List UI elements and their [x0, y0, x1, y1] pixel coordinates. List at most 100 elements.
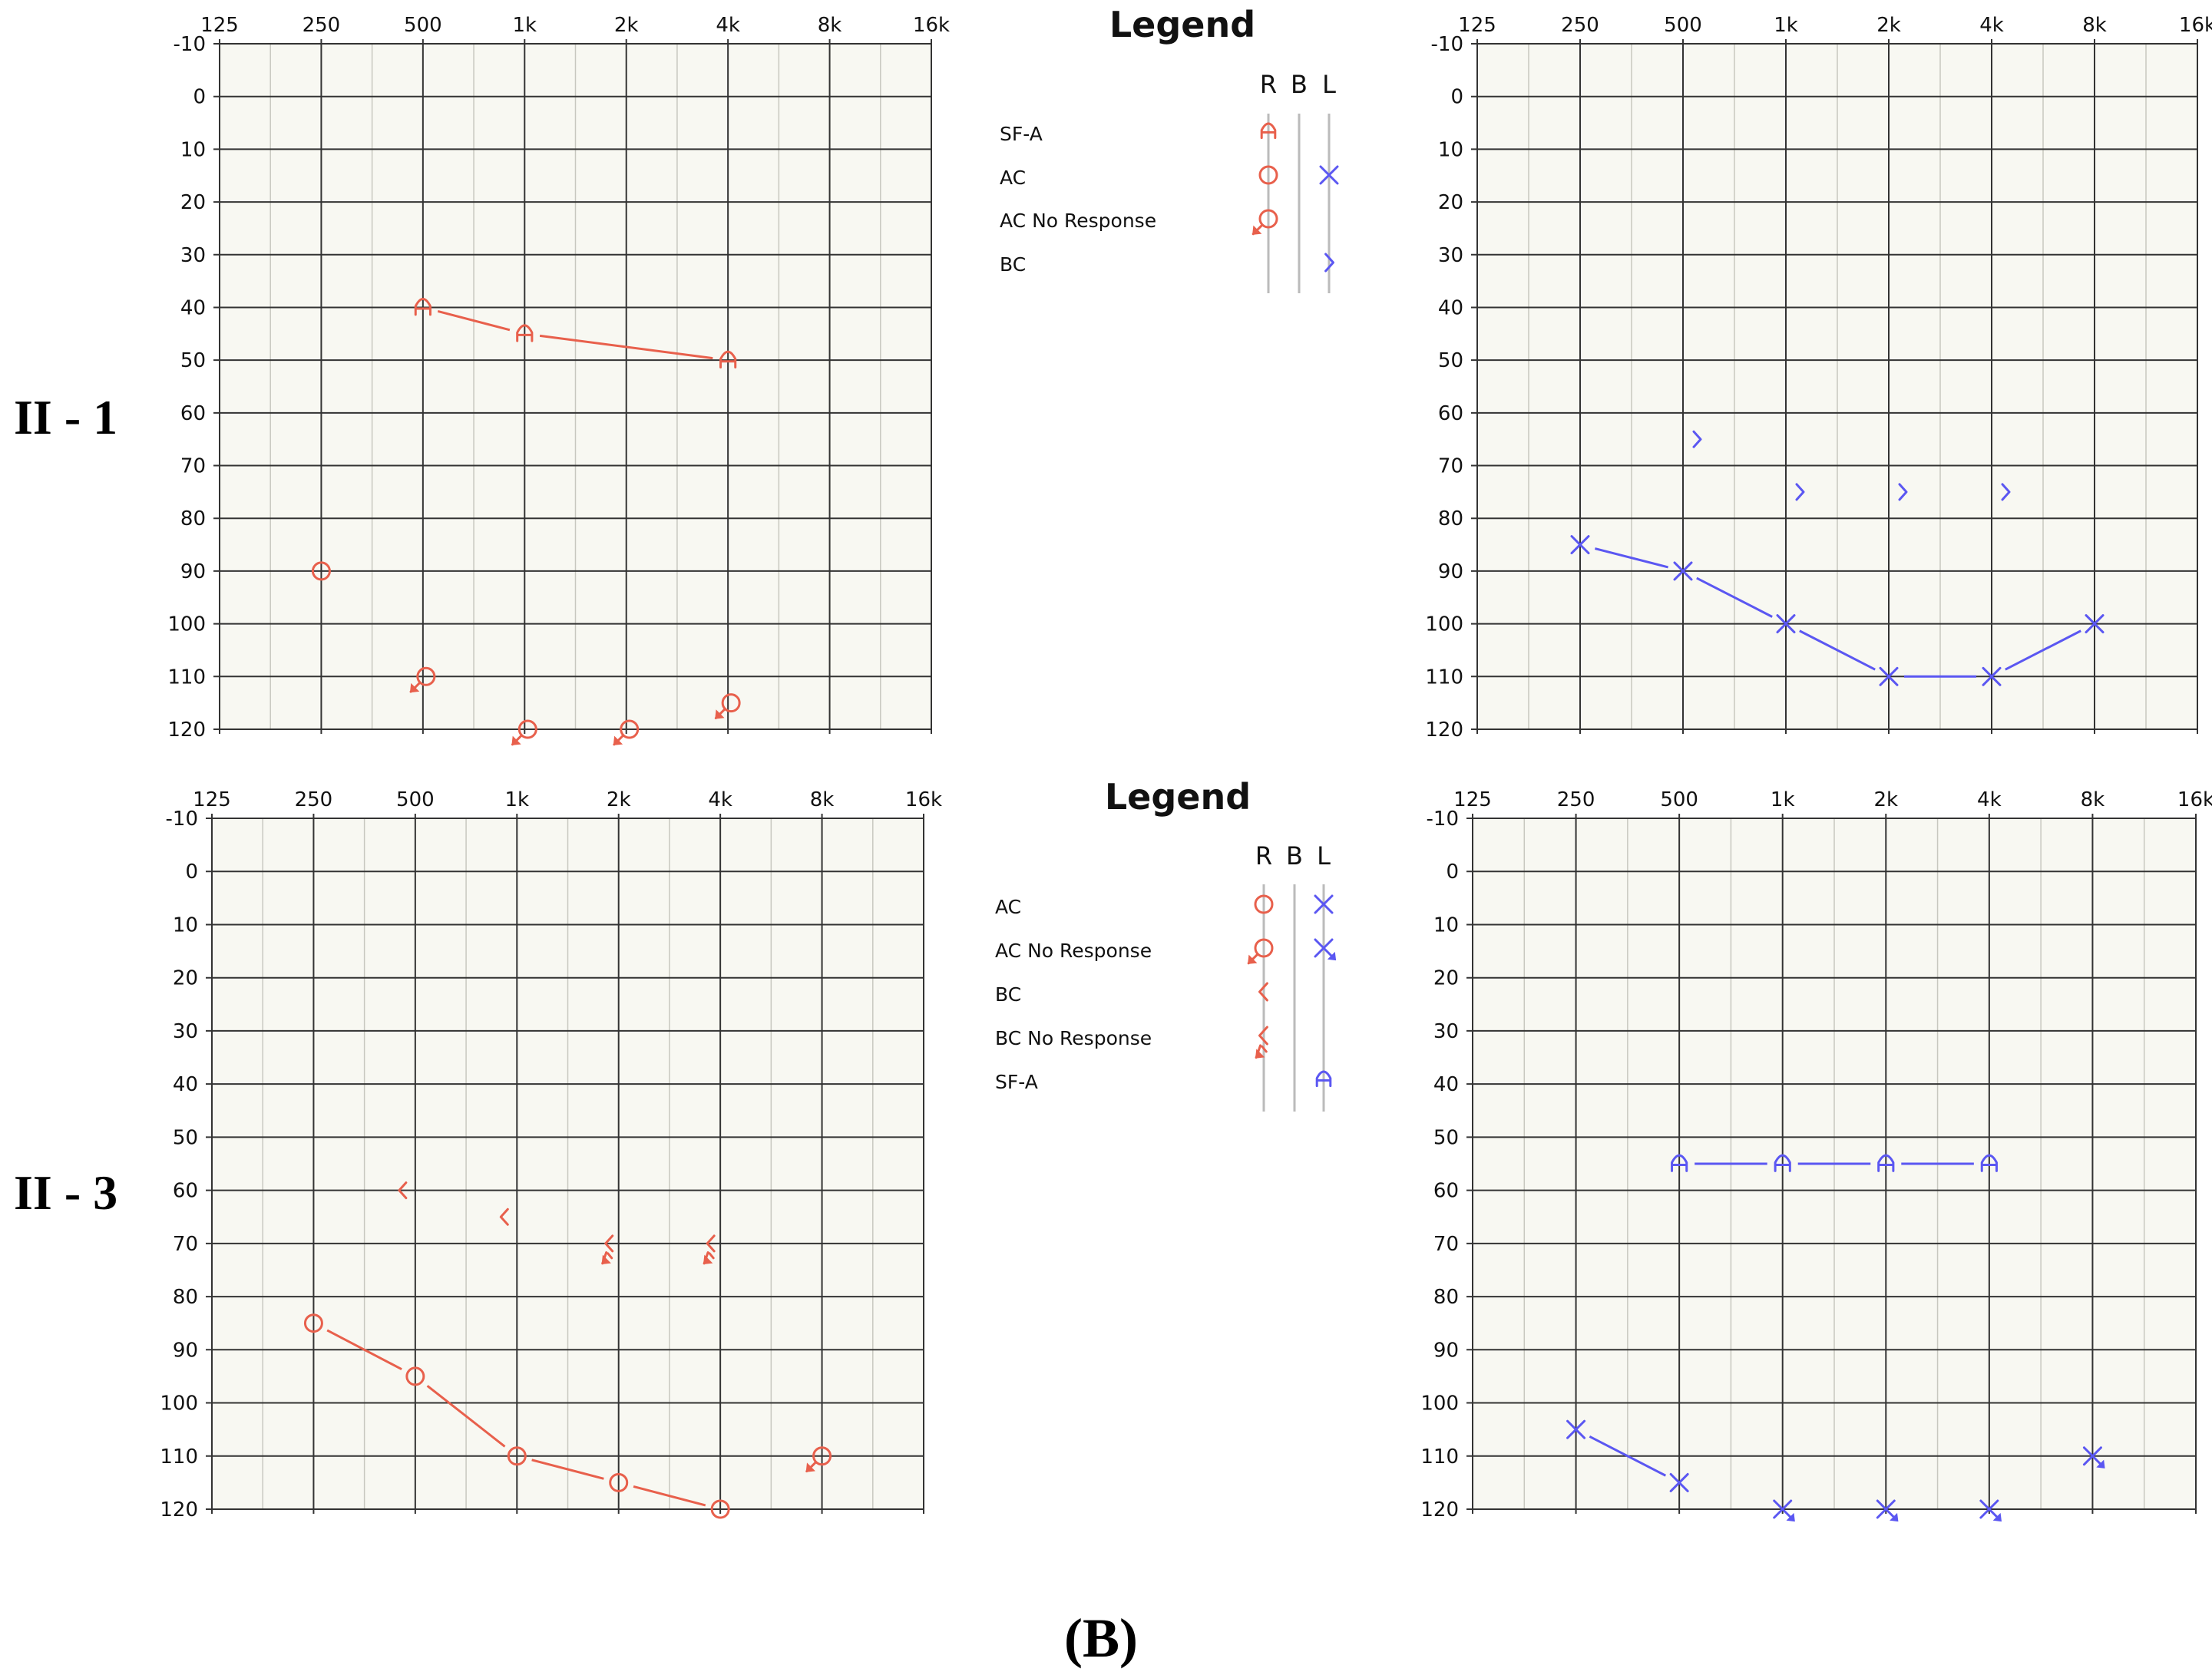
y-tick-label: 100 [1420, 1393, 1459, 1416]
data-point [1980, 1154, 1998, 1172]
x-tick-label: 250 [1557, 788, 1595, 811]
data-point [1979, 1499, 2002, 1522]
row-label-ii-3: II - 3 [14, 1165, 117, 1220]
series-ac-no-response [1773, 1446, 2105, 1522]
x-tick-label: 4k [716, 14, 740, 37]
y-tick-label: 70 [173, 1233, 198, 1256]
data-point [710, 1499, 730, 1519]
series-line-segment [633, 1485, 706, 1507]
y-tick-label: 40 [173, 1073, 198, 1096]
audiogram-ii-1-right-ear: -10 0 10 20 30 40 50 60 70 80 90 100 110 120 125 250 500… [167, 14, 950, 746]
x-tick-label: 1k [504, 788, 529, 811]
x-tick-label: 1k [1774, 14, 1798, 37]
data-point [507, 1446, 527, 1466]
y-tick-label: 50 [173, 1126, 198, 1149]
data-point [311, 561, 331, 581]
data-point [2001, 483, 2011, 501]
y-tick-label: 120 [1420, 1498, 1459, 1521]
series-bc-no-response [601, 1234, 716, 1265]
data-point [499, 1208, 509, 1226]
series-line-segment [426, 1385, 506, 1448]
data-point [719, 350, 737, 369]
legend-symbol-right [1247, 938, 1274, 965]
legend-symbol-left [1315, 1070, 1332, 1088]
series-line-segment [1696, 577, 1773, 618]
y-tick-label: 90 [173, 1339, 198, 1362]
y-tick-label: 70 [1438, 455, 1463, 478]
y-tick-label: 90 [1433, 1339, 1459, 1362]
data-point [1774, 1154, 1791, 1172]
x-tick-label: 8k [2081, 788, 2105, 811]
y-tick-label: 20 [173, 967, 198, 990]
y-tick-label: 120 [167, 719, 206, 742]
legend-label-ac: AC [1000, 167, 1026, 189]
legend-label-ac: AC [995, 896, 1021, 918]
y-tick-label: 80 [1438, 507, 1463, 530]
x-tick-label: 16k [913, 14, 950, 37]
y-tick-label: 40 [180, 296, 206, 319]
series-sf-a [1671, 1154, 1998, 1172]
y-tick-label: -10 [1431, 33, 1463, 56]
x-tick-label: 2k [614, 14, 639, 37]
y-tick-label: 10 [173, 913, 198, 937]
legend-header-r: R [1260, 70, 1277, 99]
y-tick-label: 0 [1450, 86, 1463, 109]
legend-header-r: R [1255, 841, 1272, 871]
y-tick-label: 0 [1446, 861, 1459, 884]
legend-symbol-left [1319, 165, 1339, 185]
y-tick-label: 50 [1433, 1126, 1459, 1149]
series-bc [1692, 430, 2011, 501]
audiogram-ii-3-left-ear: -10 0 10 20 30 40 50 60 70 80 90 100 110 120 125 250 500… [1420, 788, 2212, 1522]
series-ac [1570, 535, 2105, 686]
y-tick-label: 30 [1438, 244, 1463, 267]
data-point [1570, 535, 1590, 555]
legend-label-ac-no-response: AC No Response [1000, 210, 1156, 232]
data-point [1879, 666, 1899, 686]
y-tick-label: 100 [160, 1393, 198, 1416]
data-point [601, 1234, 614, 1265]
y-tick-label: 60 [1433, 1180, 1459, 1203]
x-tick-label: 8k [2082, 14, 2107, 37]
legend-symbol-left [1314, 894, 1334, 914]
y-tick-label: 60 [180, 402, 206, 425]
series-line-segment [2005, 629, 2081, 671]
data-point [1692, 430, 1702, 448]
legend-symbol-left [1314, 938, 1337, 961]
x-tick-label: 1k [1771, 788, 1795, 811]
legend-label-sf-a: SF-A [995, 1071, 1038, 1093]
x-tick-label: 16k [2179, 14, 2212, 37]
x-tick-label: 500 [1664, 14, 1702, 37]
data-point [405, 1366, 425, 1386]
x-tick-label: 500 [396, 788, 435, 811]
legend-label-bc-no-response: BC No Response [995, 1027, 1152, 1049]
y-tick-label: 50 [180, 349, 206, 372]
data-point [1566, 1419, 1586, 1439]
series-bc [398, 1181, 509, 1226]
x-tick-label: 4k [1977, 788, 2002, 811]
y-tick-label: 20 [1433, 967, 1459, 990]
data-point [303, 1313, 323, 1333]
legend-title: Legend [1105, 776, 1251, 818]
y-tick-label: 20 [180, 191, 206, 214]
x-tick-label: 16k [905, 788, 942, 811]
legend-symbol-left [1324, 253, 1334, 273]
series-line-segment [437, 310, 511, 332]
y-tick-label: 100 [167, 613, 206, 636]
y-tick-label: 20 [1438, 191, 1463, 214]
x-tick-label: 125 [1458, 14, 1496, 37]
y-tick-label: -10 [166, 808, 198, 831]
series-sf-a [414, 298, 737, 369]
legend-symbol-right [1255, 1026, 1268, 1059]
y-tick-label: 90 [180, 560, 206, 583]
data-point [1669, 1472, 1689, 1492]
legend-header-l: L [1322, 70, 1336, 99]
legend-label-ac-no-response: AC No Response [995, 940, 1152, 962]
series-line-segment [326, 1329, 402, 1370]
data-point [613, 719, 640, 746]
legend-title: Legend [1109, 4, 1255, 45]
y-tick-label: 60 [1438, 402, 1463, 425]
x-tick-label: 500 [404, 14, 442, 37]
x-tick-label: 1k [512, 14, 537, 37]
x-tick-label: 2k [1876, 14, 1901, 37]
data-point [1671, 1154, 1688, 1172]
